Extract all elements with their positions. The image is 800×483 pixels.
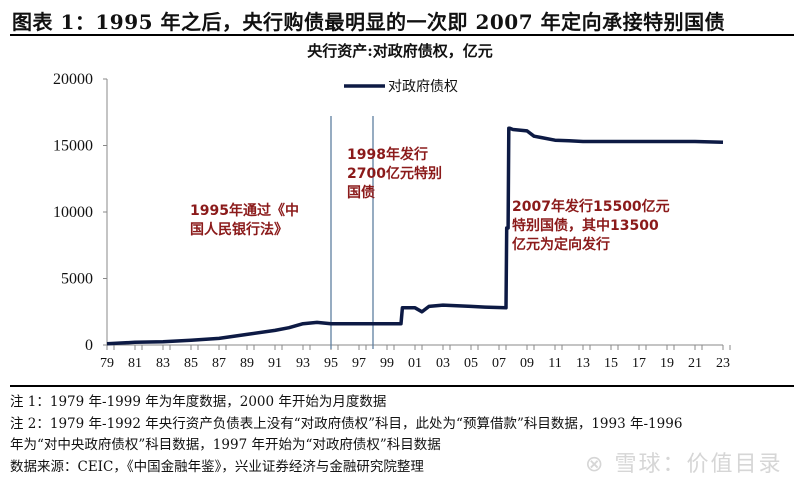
x-tick-label: 79 [100, 356, 114, 371]
x-tick-label: 97 [352, 356, 366, 371]
x-tick-label: 05 [464, 356, 478, 371]
watermark-text: 雪球：价值目录 [614, 452, 783, 477]
series-line [106, 126, 724, 346]
chart-title: 央行资产:对政府债权，亿元 [307, 42, 493, 60]
annotation-2-line-3: 国债 [347, 184, 375, 201]
annotation-1-line-2: 国人民银行法》 [190, 221, 288, 238]
x-tick-label: 23 [716, 356, 730, 371]
x-tick-label: 13 [576, 356, 590, 371]
x-tick-label: 89 [240, 356, 254, 371]
x-tick-label: 01 [408, 356, 422, 371]
y-tick-label: 20000 [53, 71, 93, 88]
data-source: 数据来源：CEIC，《中国金融年鉴》，兴业证券经济与金融研究院整理 [10, 459, 424, 475]
x-tick-label: 03 [436, 356, 450, 371]
x-tick-label: 17 [632, 356, 646, 371]
x-tick-label: 11 [548, 356, 561, 371]
annotation-2-line-2: 2700亿元特别 [347, 165, 442, 182]
x-tick-label: 99 [380, 356, 394, 371]
legend-label: 对政府债权 [388, 79, 458, 95]
y-tick-label: 5000 [61, 271, 93, 288]
x-tick-label: 91 [268, 356, 282, 371]
x-tick-label: 85 [184, 356, 198, 371]
note-2-line-1: 注 2：1979 年-1992 年央行资产负债表上没有“对政府债权”科目，此处为… [10, 416, 683, 432]
x-tick-label: 15 [604, 356, 618, 371]
annotation-3-line-1: 2007年发行15500亿元 [512, 198, 670, 215]
note-1: 注 1：1979 年-1999 年为年度数据，2000 年开始为月度数据 [10, 394, 387, 410]
annotation-1-line-1: 1995年通过《中 [190, 202, 299, 219]
y-tick-label: 15000 [53, 138, 93, 155]
x-tick-label: 81 [128, 356, 142, 371]
x-tick-label: 19 [660, 356, 674, 371]
title-divider [10, 34, 794, 36]
annotation-3-line-2: 特别国债，其中13500 [512, 217, 659, 234]
note-2-line-2: 年为“对中央政府债权”科目数据，1997 年开始为“对政府债权”科目数据 [10, 437, 441, 453]
x-tick-label: 95 [324, 356, 338, 371]
x-tick-label: 21 [688, 356, 702, 371]
x-tick-label: 83 [156, 356, 170, 371]
snowball-logo-icon: ⊗ [585, 452, 606, 477]
figure-title: 图表 1：1995 年之后，央行购债最明显的一次即 2007 年定向承接特别国债 [12, 10, 726, 34]
x-tick-label: 87 [212, 356, 226, 371]
annotation-3-line-3: 亿元为定向发行 [512, 236, 610, 253]
y-tick-label: 10000 [53, 204, 93, 221]
x-tick-label: 93 [296, 356, 310, 371]
x-tick-label: 07 [492, 356, 506, 371]
y-tick-label: 0 [85, 337, 93, 354]
x-tick-label: 09 [520, 356, 534, 371]
notes-divider [10, 385, 794, 387]
watermark: ⊗ 雪球：价值目录 [585, 446, 782, 478]
annotation-2-line-1: 1998年发行 [347, 146, 428, 163]
